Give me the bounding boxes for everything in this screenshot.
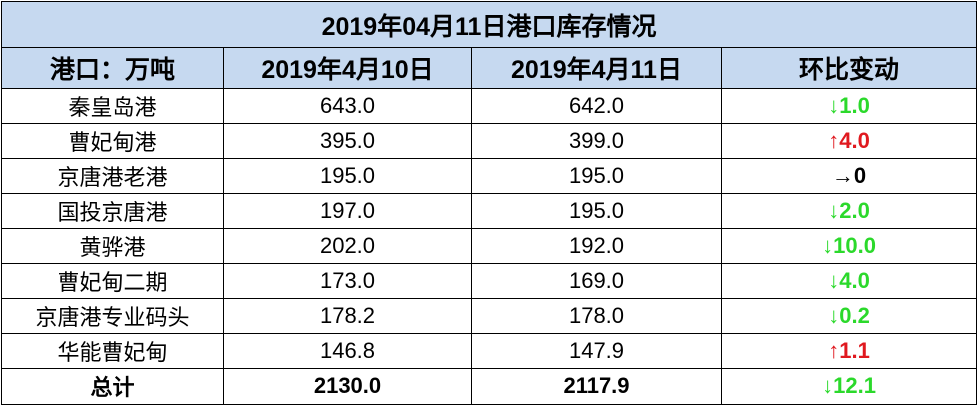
change-cell: ↓0.2	[720, 297, 977, 334]
change-cell: ↓4.0	[720, 262, 977, 299]
port-name: 京唐港老港	[1, 157, 224, 194]
inventory-value: 178.0	[471, 297, 722, 334]
data-row: 京唐港老港 195.0 195.0 →0	[1, 157, 977, 194]
data-row: 国投京唐港 197.0 195.0 ↓2.0	[1, 192, 977, 229]
port-name: 曹妃甸港	[1, 122, 224, 159]
change-arrow: ↓	[822, 373, 834, 399]
port-name: 京唐港专业码头	[1, 297, 224, 334]
change-arrow: →	[831, 162, 854, 188]
inventory-value: 195.0	[471, 192, 722, 229]
change-arrow: ↑	[828, 127, 840, 153]
data-row: 华能曹妃甸 146.8 147.9 ↑1.1	[1, 332, 977, 369]
change-arrow: ↓	[828, 92, 840, 118]
change-cell: ↑1.1	[720, 332, 977, 369]
data-row: 曹妃甸二期 173.0 169.0 ↓4.0	[1, 262, 977, 299]
change-arrow: ↑	[828, 337, 840, 363]
change-value: 10.0	[833, 232, 876, 258]
change-arrow: ↓	[822, 232, 834, 258]
inventory-value: 2130.0	[223, 367, 472, 406]
change-cell: ↑4.0	[720, 122, 977, 159]
inventory-value: 195.0	[471, 157, 722, 194]
inventory-value: 169.0	[471, 262, 722, 299]
inventory-value: 146.8	[223, 332, 472, 369]
change-value: 4.0	[839, 267, 870, 293]
data-row: 秦皇岛港 643.0 642.0 ↓1.0	[1, 87, 977, 124]
inventory-value: 178.2	[223, 297, 472, 334]
data-row: 京唐港专业码头 178.2 178.0 ↓0.2	[1, 297, 977, 334]
inventory-value: 147.9	[471, 332, 722, 369]
table-title: 2019年04月11日港口库存情况	[0, 0, 977, 49]
data-row: 曹妃甸港 395.0 399.0 ↑4.0	[1, 122, 977, 159]
change-arrow: ↓	[828, 197, 840, 223]
port-name: 华能曹妃甸	[1, 332, 224, 369]
port-name: 国投京唐港	[1, 192, 224, 229]
inventory-value: 202.0	[223, 227, 472, 264]
inventory-value: 399.0	[471, 122, 722, 159]
change-cell: ↓1.0	[720, 87, 977, 124]
change-value: 1.1	[839, 337, 870, 363]
header-cell: 2019年4月10日	[223, 47, 472, 89]
title-row: 2019年04月11日港口库存情况	[0, 0, 977, 49]
change-arrow: ↓	[828, 267, 840, 293]
port-name: 秦皇岛港	[1, 87, 224, 124]
inventory-value: 642.0	[471, 87, 722, 124]
change-cell: ↓10.0	[720, 227, 977, 264]
change-value: 0	[853, 162, 867, 188]
inventory-value: 192.0	[471, 227, 722, 264]
header-row: 港口：万吨 2019年4月10日 2019年4月11日 环比变动	[1, 47, 977, 89]
inventory-value: 395.0	[223, 122, 472, 159]
inventory-value: 173.0	[223, 262, 472, 299]
change-value: 4.0	[839, 127, 870, 153]
total-row: 总计 2130.0 2117.9 ↓12.1	[1, 367, 977, 406]
inventory-value: 197.0	[223, 192, 472, 229]
header-cell: 港口：万吨	[1, 47, 224, 89]
change-cell: ↓2.0	[720, 192, 977, 229]
port-name: 总计	[1, 367, 224, 406]
change-value: 0.2	[839, 302, 870, 328]
change-arrow: ↓	[828, 302, 840, 328]
port-name: 黄骅港	[1, 227, 224, 264]
header-cell: 环比变动	[720, 47, 977, 89]
change-cell: ↓12.1	[720, 367, 977, 406]
inventory-value: 643.0	[223, 87, 472, 124]
change-value: 2.0	[839, 197, 870, 223]
inventory-value: 195.0	[223, 157, 472, 194]
header-cell: 2019年4月11日	[471, 47, 722, 89]
data-row: 黄骅港 202.0 192.0 ↓10.0	[1, 227, 977, 264]
inventory-value: 2117.9	[471, 367, 722, 406]
port-name: 曹妃甸二期	[1, 262, 224, 299]
change-cell: →0	[720, 157, 977, 194]
change-value: 12.1	[833, 373, 876, 399]
change-value: 1.0	[839, 92, 870, 118]
